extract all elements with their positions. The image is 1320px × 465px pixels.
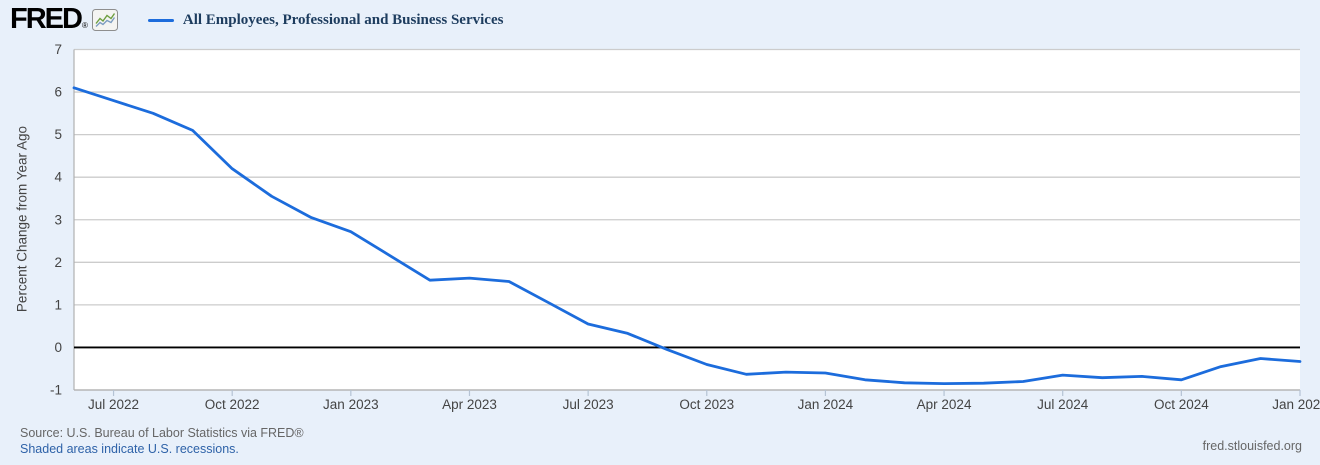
registered-trademark: ® [81, 21, 88, 30]
chart-footer: Source: U.S. Bureau of Labor Statistics … [20, 426, 304, 457]
x-tick-label: Apr 2024 [917, 397, 972, 412]
y-tick-label: 0 [54, 340, 62, 355]
x-tick-label: Oct 2023 [679, 397, 734, 412]
source-text: Source: U.S. Bureau of Labor Statistics … [20, 426, 304, 440]
x-tick-label: Jul 2024 [1037, 397, 1089, 412]
legend-line-swatch [147, 19, 174, 22]
chart-legend: All Employees, Professional and Business… [147, 12, 504, 29]
x-tick-label: Jul 2023 [563, 397, 614, 412]
x-tick-label: Jan 2024 [798, 397, 854, 412]
recession-note-link[interactable]: Shaded areas indicate U.S. recessions. [20, 441, 239, 456]
fred-logo[interactable]: FRED ® [10, 5, 118, 36]
y-tick-label: 4 [54, 170, 62, 185]
x-tick-label: Apr 2023 [442, 397, 497, 412]
y-tick-label: 1 [54, 297, 62, 312]
x-tick-label: Oct 2024 [1154, 397, 1209, 412]
y-tick-label: 6 [54, 85, 62, 100]
fred-logo-text: FRED [10, 3, 83, 35]
series-line [72, 86, 1302, 386]
fred-watermark-link[interactable]: fred.stlouisfed.org [1202, 439, 1302, 453]
y-axis-title: Percent Change from Year Ago [14, 125, 30, 313]
legend-series-label[interactable]: All Employees, Professional and Business… [182, 12, 504, 28]
y-tick-label: 3 [54, 212, 62, 227]
y-tick-label: 5 [54, 127, 62, 142]
x-tick-label: Jul 2022 [88, 397, 139, 412]
y-tick-label: 2 [54, 255, 62, 270]
chart-header: FRED ® All Employees, Professional and B… [10, 5, 503, 36]
x-tick-label: Oct 2022 [205, 397, 260, 412]
x-tick-label: Jan 2025 [1272, 397, 1320, 412]
x-tick-label: Jan 2023 [323, 397, 379, 412]
fred-sparkline-icon [91, 9, 118, 36]
y-tick-label: 7 [54, 42, 62, 57]
y-tick-label: -1 [50, 383, 62, 398]
